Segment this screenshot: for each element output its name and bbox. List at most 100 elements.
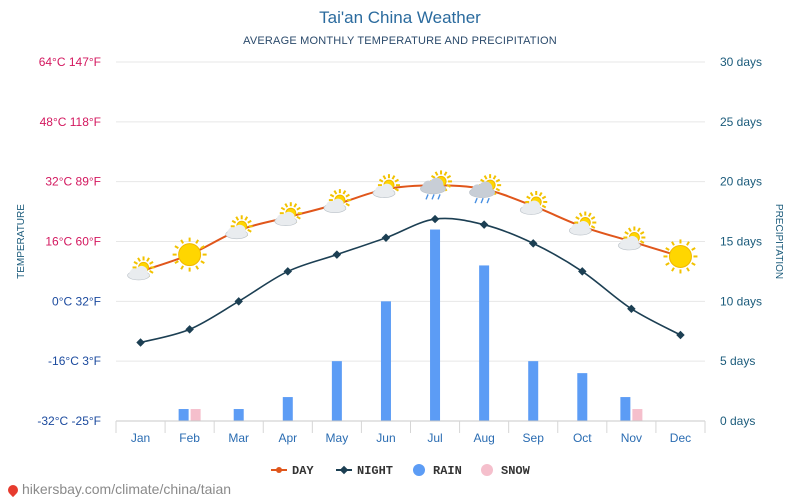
sun-ray [235,216,240,221]
left-axis-title: TEMPERATURE [16,204,27,279]
sun-ray [296,206,301,211]
sun-ray [541,204,547,209]
axes: 64°C 147°F 48°C 118°F 32°C 89°F 16°C 60°F 0°… [16,55,784,445]
sun-ray [247,219,252,224]
sun-ray [686,241,690,246]
sun-ray [391,175,396,180]
snow-bar [190,409,201,421]
left-axis-tick-label: 16°C 60°F [45,235,101,249]
left-axis-tick-label: 32°C 89°F [45,175,101,189]
sun-ray [691,247,696,251]
sun-ray [495,187,501,192]
sun-ray [382,175,387,180]
month-label: Sep [523,431,545,445]
sun-ray [526,195,531,200]
day-line [140,184,681,273]
sun-ray [244,216,249,221]
cloud-part [135,265,148,278]
month-label: Dec [670,431,691,445]
rain-bar [479,265,490,421]
cloud-part [331,198,344,211]
month-label: Mar [228,431,249,445]
sun-ray [394,178,399,183]
night-point [332,250,342,259]
rain-bar [577,373,588,421]
sun-ray [231,219,237,224]
rain-bar [282,397,293,421]
sun-ray [492,175,497,180]
legend-night-marker [339,465,349,475]
sun-ray [590,225,596,229]
month-label: May [326,431,349,445]
cloud-part [478,181,493,196]
month-label: Jan [131,431,150,445]
legend-snow-marker [481,464,493,476]
sun-ray [146,257,150,262]
rain-bar [620,397,631,421]
legend-label-night: NIGHT [357,464,393,478]
cloud-part [380,183,393,196]
sun-ray [180,265,184,270]
rain-bar [233,409,244,421]
sun-ray [431,175,436,179]
night-line [140,217,681,344]
sun-ray [671,241,675,246]
legend-label-snow: SNOW [501,464,531,478]
legend-rain-marker [413,464,425,476]
sun-ray [639,231,645,235]
night-point [676,330,685,340]
sun-ray [137,257,141,262]
legend-label-day: DAY [292,464,314,478]
month-label: Nov [621,431,642,445]
left-axis-tick-label: 48°C 118°F [40,115,101,129]
night-point [185,325,194,334]
sun-ray [575,216,580,220]
sun-ray [624,231,629,235]
sun-ray [446,175,452,179]
sun-ray [180,239,184,244]
precipitation-bars [178,229,643,421]
sun-ray [195,239,199,244]
rain-cloud-icon [469,174,502,204]
sun-ray [195,265,199,270]
right-axis-tick-label: 25 days [720,115,762,129]
cloud-part [233,224,246,237]
sun-disc [668,244,692,268]
sun-ray [333,190,338,195]
sun-ray [296,215,301,220]
sun-ray [578,212,583,217]
chart-title: Tai'an China Weather [319,8,481,27]
rain-drop [425,194,429,200]
sun-ray [247,228,252,233]
rain-drop [474,197,478,204]
sun-ray [529,191,534,197]
sun-ray [345,193,350,198]
footer-link[interactable]: hikersbay.com/climate/china/taian [5,481,231,498]
month-label: Feb [179,431,200,445]
rain-drop [480,197,484,204]
sun-ray [284,203,289,208]
sun-ray [495,178,501,183]
grid-lines [116,61,705,422]
snow-bar [632,409,643,421]
left-axis-tick-label: -32°C -25°F [37,414,101,428]
right-axis-tick-label: 10 days [720,294,762,308]
sun-ray [483,175,488,180]
month-label: Oct [573,431,592,445]
month-label: Jul [427,431,442,445]
sun-ray [587,212,592,217]
sun-ray [329,193,335,198]
night-point [283,267,293,276]
partly-cloudy-icon [372,174,400,198]
month-label: Jun [376,431,395,445]
sun-ray [394,187,399,192]
partly-cloudy-icon [127,256,155,281]
left-axis-tick-label: -16°C 3°F [48,354,101,368]
sun-ray [691,262,696,266]
right-axis-tick-label: 15 days [720,235,762,249]
night-point [234,297,243,306]
sun-icon [172,237,207,272]
sun-ray [149,261,154,265]
sun-ray [434,171,439,176]
sun-ray [446,184,452,188]
